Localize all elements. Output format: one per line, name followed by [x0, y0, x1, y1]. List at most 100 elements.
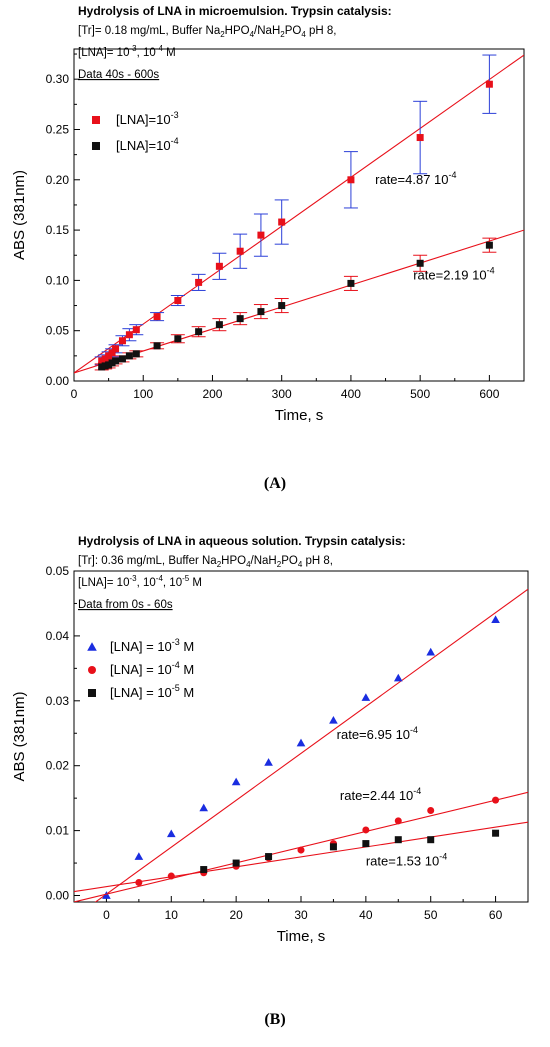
- x-tick-label: 300: [272, 387, 292, 401]
- data-point: [125, 352, 133, 360]
- data-point: [361, 693, 371, 701]
- data-point: [485, 80, 493, 88]
- x-tick-label: 0: [71, 387, 78, 401]
- data-point: [265, 853, 273, 861]
- data-point: [296, 738, 306, 747]
- x-tick-label: 200: [202, 387, 222, 401]
- data-point: [231, 777, 241, 786]
- y-tick-label: 0.03: [46, 694, 70, 708]
- y-tick-label: 0.05: [46, 324, 70, 338]
- legend-label: [LNA] = 10-3 M: [110, 637, 194, 654]
- data-point: [232, 859, 240, 867]
- chart-panel-b: Hydrolysis of LNA in aqueous solution. T…: [11, 534, 529, 1028]
- y-tick-label: 0.02: [46, 759, 70, 773]
- x-tick-label: 60: [489, 908, 503, 922]
- y-tick-label: 0.25: [46, 122, 70, 136]
- data-point: [167, 872, 175, 880]
- data-point: [118, 337, 126, 345]
- data-point: [362, 826, 370, 834]
- y-tick-label: 0.20: [46, 173, 70, 187]
- data-point: [112, 357, 120, 365]
- y-tick-label: 0.30: [46, 72, 70, 86]
- data-point: [485, 241, 493, 249]
- data-point: [264, 758, 273, 766]
- plot-frame: [73, 48, 525, 382]
- data-point: [132, 326, 140, 334]
- legend-entry: [LNA]=10-3: [92, 110, 179, 127]
- y-tick-label: 0.15: [46, 223, 70, 237]
- series-1: rate=2.19 10-4: [74, 229, 524, 374]
- legend-entry: [LNA] = 10-4 M: [88, 660, 194, 677]
- legend-marker: [92, 116, 100, 124]
- x-tick-label: 400: [341, 387, 361, 401]
- data-point: [236, 315, 244, 323]
- data-point: [166, 829, 176, 838]
- x-tick-label: 50: [424, 908, 438, 922]
- data-point: [492, 796, 500, 804]
- conditions-line-2: [LNA]= 10-3, 10-4 M: [78, 44, 176, 59]
- data-point: [427, 836, 435, 844]
- data-point: [416, 134, 424, 142]
- data-point: [427, 806, 435, 814]
- data-point: [153, 342, 161, 350]
- x-axis-label: Time, s: [277, 928, 326, 945]
- data-point: [112, 345, 120, 353]
- legend-marker: [87, 642, 97, 651]
- series-2: rate=1.53 10-4: [74, 821, 528, 893]
- data-point: [195, 278, 203, 286]
- data-point: [393, 673, 403, 682]
- data-point: [174, 297, 182, 305]
- chart-title: Hydrolysis of LNA in aqueous solution. T…: [78, 534, 406, 548]
- data-point: [199, 803, 209, 812]
- legend-label: [LNA]=10-3: [116, 110, 179, 127]
- data-point: [426, 647, 436, 656]
- data-point: [118, 355, 126, 363]
- data-point: [491, 615, 500, 624]
- panel-label: (B): [264, 1011, 285, 1028]
- data-point: [215, 321, 223, 329]
- fit-line: [74, 821, 528, 893]
- data-point: [153, 313, 161, 321]
- data-point: [492, 829, 500, 837]
- data-point: [236, 247, 244, 255]
- legend-entry: [LNA] = 10-3 M: [87, 637, 194, 654]
- data-point: [278, 218, 286, 226]
- series-0: rate=4.87 10-4: [74, 54, 524, 374]
- fit-line: [74, 229, 524, 374]
- legend-label: [LNA] = 10-4 M: [110, 660, 194, 677]
- data-point: [174, 335, 182, 343]
- x-tick-label: 20: [229, 908, 243, 922]
- y-tick-label: 0.10: [46, 273, 70, 287]
- data-range-note: Data 40s - 600s: [78, 69, 159, 81]
- panel-label: (A): [264, 475, 286, 492]
- data-point: [135, 879, 143, 887]
- y-tick-label: 0.00: [46, 889, 70, 903]
- data-point: [195, 328, 203, 336]
- data-point: [347, 176, 355, 184]
- legend-entry: [LNA] = 10-5 M: [88, 683, 194, 700]
- data-point: [215, 262, 223, 270]
- x-tick-label: 10: [165, 908, 179, 922]
- y-axis-label: ABS (381nm): [11, 170, 28, 260]
- data-point: [257, 308, 265, 316]
- legend-label: [LNA]=10-4: [116, 136, 179, 153]
- conditions-line-1: [Tr]= 0.18 mg/mL, Buffer Na2HPO4/NaH2PO4…: [78, 25, 336, 39]
- rate-label: rate=1.53 10-4: [366, 852, 447, 869]
- rate-label: rate=6.95 10-4: [337, 725, 418, 742]
- data-point: [102, 891, 111, 899]
- chart-panel-a: Hydrolysis of LNA in microemulsion. Tryp…: [11, 4, 525, 492]
- data-point: [394, 817, 402, 825]
- chart-title: Hydrolysis of LNA in microemulsion. Tryp…: [78, 4, 392, 18]
- rate-label: rate=2.44 10-4: [340, 786, 421, 803]
- y-tick-label: 0.00: [46, 374, 70, 388]
- data-point: [394, 836, 402, 844]
- data-point: [108, 349, 116, 357]
- legend-entry: [LNA]=10-4: [92, 136, 179, 153]
- data-point: [257, 231, 265, 239]
- data-point: [134, 852, 144, 860]
- data-point: [297, 846, 305, 854]
- data-point: [347, 279, 355, 287]
- data-point: [416, 259, 424, 267]
- conditions-line-2: [LNA]= 10-3, 10-4, 10-5 M: [78, 574, 202, 589]
